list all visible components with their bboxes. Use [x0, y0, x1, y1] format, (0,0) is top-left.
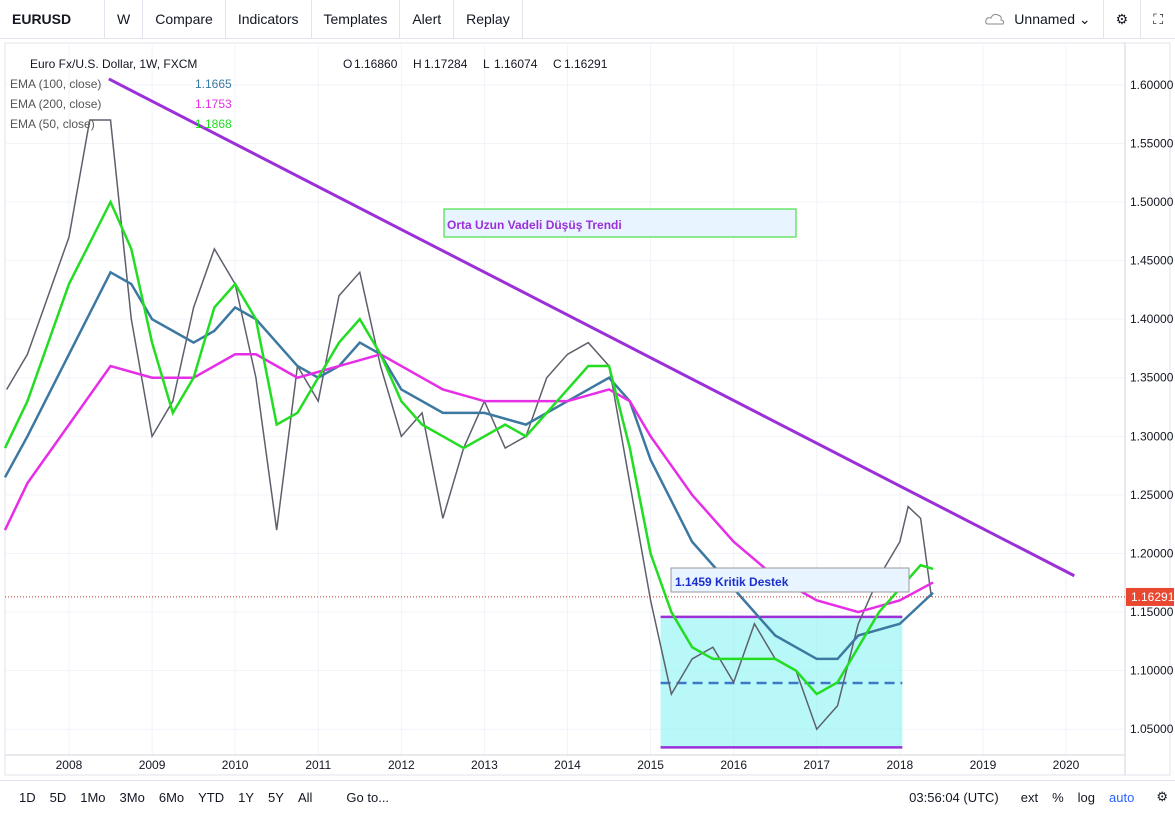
x-tick-label: 2013 — [471, 758, 498, 772]
ohlc-value: 1.17284 — [424, 57, 468, 71]
layout-label: Unnamed — [1014, 11, 1075, 27]
chart: 1.05000 1.10000 1.15000 1.20000 1.25000 1.300… — [3, 42, 1175, 776]
y-tick-label: 1.30000 — [1130, 429, 1174, 443]
x-tick-label: 2009 — [139, 758, 166, 772]
legend-value: 1.1868 — [195, 117, 232, 131]
x-tick-label: 2017 — [803, 758, 830, 772]
settings[interactable]: ⚙ — [1156, 789, 1168, 804]
range-button[interactable]: 1D — [19, 789, 36, 805]
ema-line — [3, 270, 934, 661]
legend-name: EMA (100, close) — [10, 77, 101, 91]
annotation: Orta Uzun Vadeli Düşüş Trendi — [447, 218, 622, 232]
axis-option[interactable]: ext — [1020, 789, 1039, 805]
axis-option[interactable]: auto — [1109, 789, 1135, 805]
legend-value: 1.1753 — [195, 97, 232, 111]
y-tick-label: 1.50000 — [1130, 195, 1174, 209]
y-tick-label: 1.10000 — [1130, 664, 1174, 678]
legend-name: EMA (200, close) — [10, 97, 101, 111]
trend-line — [108, 77, 1076, 578]
settings[interactable]: ⚙ — [1104, 0, 1142, 38]
range-button[interactable]: 5D — [49, 789, 67, 805]
interval[interactable]: W — [105, 0, 144, 38]
toolbar-button[interactable]: Replay — [454, 0, 523, 38]
annotation-box — [443, 208, 797, 238]
ohlc-key: H — [413, 57, 422, 71]
range-button[interactable]: 5Y — [268, 789, 284, 805]
y-tick-label: 1.15000 — [1130, 605, 1174, 619]
toolbar: EURUSD W Compare Indicators Templates Alert… — [0, 0, 1175, 39]
ohlc-value: 1.16860 — [354, 57, 398, 71]
price-tag — [1126, 587, 1174, 606]
annotation-box — [670, 567, 910, 593]
ohlc-key: C — [553, 57, 562, 71]
range-button[interactable]: 6Mo — [158, 789, 185, 805]
y-tick-label: 1.55000 — [1130, 136, 1174, 150]
x-tick-label: 2010 — [222, 758, 249, 772]
goto[interactable]: Go to... — [346, 789, 390, 805]
x-tick-label: 2014 — [554, 758, 581, 772]
chart-title: Euro Fx/U.S. Dollar, 1W, FXCM — [30, 57, 197, 71]
ohlc-value: 1.16074 — [494, 57, 538, 71]
legend-name: EMA (50, close) — [10, 117, 95, 131]
pane-border — [4, 42, 1171, 776]
x-tick-label: 2018 — [886, 758, 913, 772]
x-tick-label: 2008 — [56, 758, 83, 772]
range-button[interactable]: 3Mo — [119, 789, 145, 805]
toolbar-button[interactable]: Templates — [312, 0, 401, 38]
layout-name[interactable]: Unnamed ⌄ — [972, 0, 1104, 38]
y-tick-label: 1.45000 — [1130, 254, 1174, 268]
ema-line — [3, 199, 934, 696]
clock: 03:56:04 (UTC) — [909, 789, 999, 805]
range-button[interactable]: YTD — [198, 789, 225, 805]
range-button[interactable]: 1Mo — [80, 789, 106, 805]
toolbar-button[interactable]: Indicators — [226, 0, 312, 38]
ohlc-key: O — [343, 57, 352, 71]
x-tick-label: 2015 — [637, 758, 664, 772]
ohlc-value: 1.16291 — [564, 57, 608, 71]
symbol[interactable]: EURUSD — [0, 0, 105, 38]
y-tick-label: 1.05000 — [1130, 722, 1174, 736]
range-button[interactable]: All — [297, 789, 313, 805]
toolbar-button[interactable]: Alert — [400, 0, 455, 38]
y-tick-label: 1.40000 — [1130, 312, 1174, 326]
axis-option[interactable]: % — [1052, 789, 1064, 805]
x-tick-label: 2016 — [720, 758, 747, 772]
price-tag-label: 1.16291 — [1131, 590, 1175, 604]
range-button[interactable]: 1Y — [238, 789, 255, 805]
x-tick-label: 2011 — [305, 758, 331, 772]
y-tick-label: 1.25000 — [1130, 488, 1174, 502]
fullscreen[interactable]: ⛶ — [1153, 10, 1163, 27]
x-tick-label: 2019 — [970, 758, 997, 772]
x-tick-label: 2012 — [388, 758, 415, 772]
y-tick-label: 1.20000 — [1130, 546, 1174, 560]
bottom-bar: 1D 5D 1Mo 3Mo 6Mo YTD 1Y 5Y All Go to... 03:56:0… — [0, 780, 1175, 813]
legend-value: 1.1665 — [195, 77, 232, 91]
y-tick-label: 1.35000 — [1130, 371, 1174, 385]
axis-option[interactable]: log — [1077, 789, 1096, 805]
ohlc-key: L — [483, 57, 490, 71]
y-tick-label: 1.60000 — [1130, 78, 1174, 92]
toolbar-button[interactable]: Compare — [143, 0, 226, 38]
annotation: 1.1459 Kritik Destek — [675, 575, 789, 589]
x-tick-label: 2020 — [1053, 758, 1080, 772]
